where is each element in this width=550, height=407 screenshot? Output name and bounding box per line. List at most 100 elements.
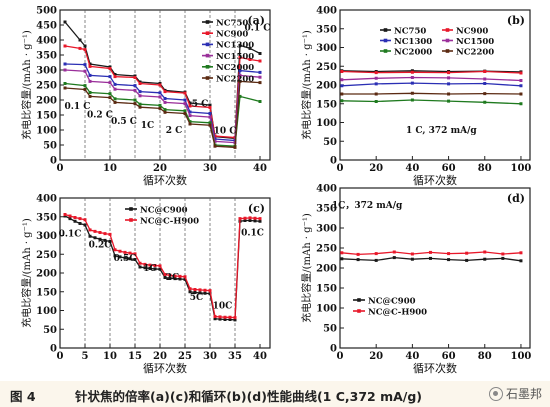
data-point: [108, 81, 112, 85]
panel-label: (c): [248, 202, 265, 215]
data-point: [143, 262, 147, 266]
data-point: [340, 99, 344, 103]
data-point: [133, 102, 137, 106]
data-point: [223, 318, 227, 321]
data-point: [93, 229, 97, 233]
chart-panel: 0 50 100 150 200 250 300 350 400 0 20 40 60 80 100 循环次数…: [300, 6, 531, 188]
data-point: [158, 264, 162, 268]
data-point: [118, 249, 122, 253]
y-tick-label: 150: [316, 99, 337, 110]
x-tick-label: 10: [103, 351, 117, 362]
data-point: [83, 218, 87, 222]
data-point: [228, 318, 232, 321]
data-point: [248, 46, 252, 50]
panel-label: (a): [247, 14, 265, 27]
x-tick-label: 20: [153, 163, 167, 174]
data-point: [465, 258, 469, 262]
data-point: [238, 69, 242, 73]
data-point: [258, 59, 262, 63]
data-point: [88, 228, 92, 232]
annotation: 1C: [141, 121, 154, 131]
annotation: 10 C: [214, 127, 237, 137]
data-point: [133, 76, 137, 79]
y-tick-label: 100: [36, 306, 57, 317]
y-tick-label: 50: [323, 324, 337, 335]
y-tick-label: 400: [36, 36, 57, 47]
y-tick-label: 50: [43, 325, 57, 336]
data-point: [103, 232, 107, 236]
x-tick-label: 20: [153, 351, 167, 362]
data-point: [410, 70, 414, 74]
data-point: [113, 73, 117, 76]
data-point: [183, 91, 187, 95]
data-point: [233, 316, 237, 320]
data-point: [163, 108, 167, 112]
x-tick-label: 40: [405, 351, 419, 362]
x-tick-label: 20: [369, 163, 383, 174]
data-point: [340, 251, 344, 255]
data-point: [208, 121, 212, 125]
y-tick-label: 100: [316, 304, 337, 315]
data-point: [113, 87, 117, 91]
data-point: [113, 82, 117, 86]
data-point: [93, 236, 97, 240]
annotation: 0.2C: [89, 241, 112, 251]
data-point: [223, 315, 227, 319]
data-point: [83, 48, 87, 52]
data-point: [78, 222, 82, 225]
legend-label: NC1300: [216, 41, 254, 51]
x-tick-label: 100: [511, 163, 532, 174]
annotation: 2C: [166, 273, 179, 283]
data-point: [73, 219, 77, 223]
y-tick-label: 100: [316, 118, 337, 129]
y-tick-label: 150: [316, 284, 337, 295]
data-point: [238, 79, 242, 83]
legend-label: NC900: [456, 26, 488, 36]
data-point: [208, 123, 212, 127]
data-point: [163, 97, 167, 100]
x-tick-label: 40: [253, 351, 267, 362]
x-tick-label: 30: [203, 163, 217, 174]
data-point: [447, 99, 451, 103]
x-tick-label: 40: [253, 163, 267, 174]
data-point: [218, 317, 222, 321]
y-tick-label: 350: [316, 204, 337, 215]
x-tick-label: 35: [228, 351, 242, 362]
data-point: [138, 82, 142, 85]
data-point: [108, 67, 112, 70]
data-point: [108, 232, 112, 236]
data-point: [258, 81, 262, 85]
legend-marker: [445, 38, 450, 43]
data-point: [392, 250, 396, 254]
data-point: [519, 259, 523, 263]
data-point: [483, 100, 487, 104]
data-point: [519, 251, 523, 255]
data-point: [108, 96, 112, 100]
x-tick-label: 60: [442, 351, 456, 362]
y-tick-label: 200: [316, 264, 337, 275]
data-point: [258, 52, 262, 55]
data-point: [103, 238, 107, 242]
data-point: [163, 110, 167, 114]
data-point: [113, 97, 117, 101]
annotation: 0.2 C: [87, 110, 113, 120]
legend-label: NC@C900: [140, 205, 188, 215]
y-tick-label: 0: [50, 344, 57, 355]
y-tick-label: 400: [316, 6, 337, 17]
x-axis-label: 循环次数: [413, 361, 457, 375]
series-line: [341, 70, 522, 74]
data-point: [428, 256, 432, 260]
data-point: [258, 219, 262, 223]
data-point: [519, 102, 523, 106]
data-point: [233, 318, 237, 322]
data-point: [63, 44, 67, 48]
data-point: [83, 84, 87, 88]
x-tick-label: 5: [82, 351, 89, 362]
series-line: [64, 63, 261, 142]
data-point: [410, 98, 414, 102]
annotation: 0.1C: [59, 229, 82, 239]
data-point: [133, 258, 137, 261]
legend-label: NC@C-H900: [140, 216, 199, 226]
data-point: [68, 214, 72, 218]
x-tick-label: 0: [337, 351, 344, 362]
